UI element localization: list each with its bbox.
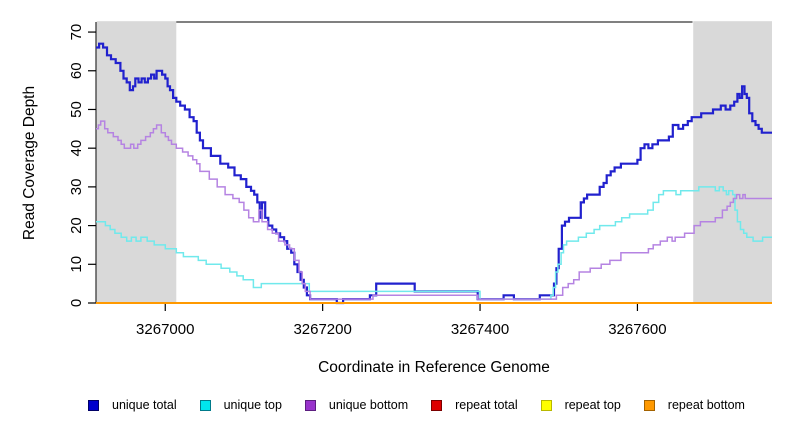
x-tick-label: 3267000 (136, 321, 194, 338)
legend-label-unique-total: unique total (112, 398, 177, 412)
x-tick-label: 3267200 (293, 321, 351, 338)
legend: unique total unique top unique bottom repea… (88, 395, 745, 415)
legend-label-repeat-bottom: repeat bottom (667, 398, 745, 412)
legend-item-repeat-total: repeat total (431, 398, 518, 412)
legend-swatch-unique-top (199, 399, 211, 411)
legend-label-unique-top: unique top (223, 398, 282, 412)
series-line-unique-total (96, 42, 772, 305)
y-tick-label: 30 (68, 179, 85, 196)
plot-canvas: 0 10 20 30 40 50 60 70 3267000 3267200 3267400 3267… (68, 21, 772, 338)
legend-swatch-unique-bottom (304, 399, 316, 411)
legend-item-unique-top: unique top (199, 398, 282, 412)
y-tick-label: 70 (68, 24, 85, 41)
x-tick-label: 3267400 (451, 321, 509, 338)
legend-label-unique-bottom: unique bottom (328, 398, 409, 412)
series-line-unique-top (96, 186, 772, 300)
series-line-unique-bottom (96, 120, 772, 300)
legend-item-unique-total: unique total (88, 398, 177, 412)
y-tick-label: 50 (68, 101, 85, 118)
x-axis-label: Coordinate in Reference Genome (318, 359, 550, 376)
y-tick-label: 20 (68, 217, 85, 234)
legend-item-repeat-bottom: repeat bottom (643, 398, 745, 412)
y-tick-label: 10 (68, 256, 85, 273)
legend-swatch-repeat-top (540, 399, 552, 411)
legend-label-repeat-top: repeat top (564, 398, 621, 412)
legend-item-repeat-top: repeat top (540, 398, 621, 412)
shaded-region (693, 21, 772, 303)
legend-swatch-unique-total (88, 399, 99, 411)
y-axis-label: Read Coverage Depth (21, 85, 38, 241)
legend-swatch-repeat-bottom (643, 399, 655, 411)
y-tick-label: 60 (68, 62, 85, 79)
y-tick-label: 40 (68, 140, 85, 157)
y-tick-label: 0 (68, 299, 85, 307)
x-tick-label: 3267600 (608, 321, 666, 338)
legend-label-repeat-total: repeat total (455, 398, 518, 412)
legend-swatch-repeat-total (431, 399, 443, 411)
shaded-region (96, 21, 177, 303)
legend-item-unique-bottom: unique bottom (304, 398, 409, 412)
